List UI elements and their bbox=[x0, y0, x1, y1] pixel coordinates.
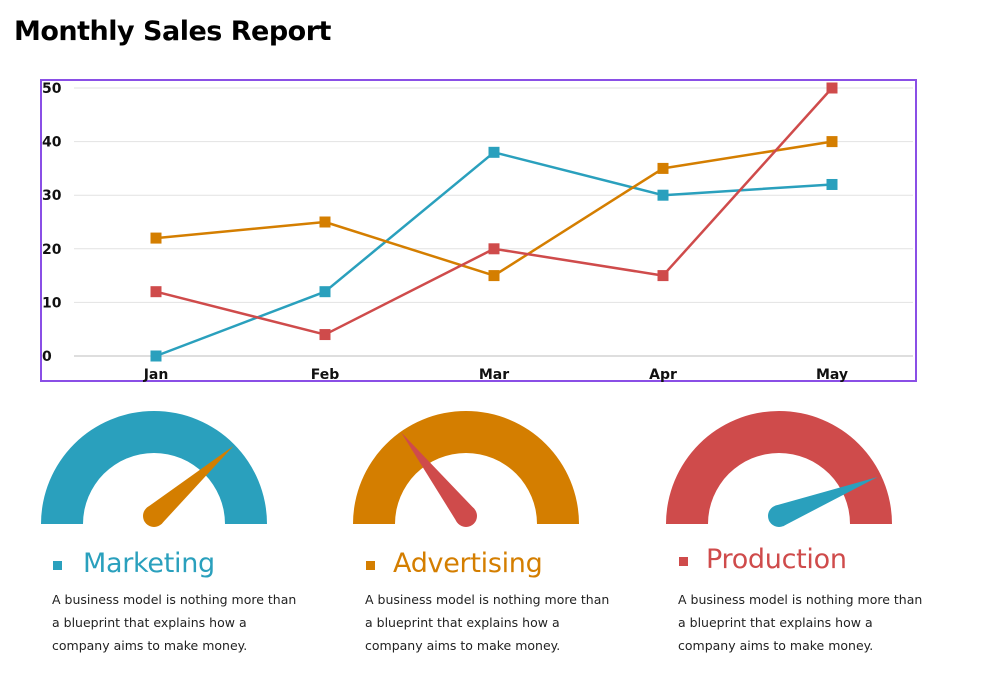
marketing-description: A business model is nothing more than a … bbox=[52, 592, 297, 653]
series-2-point bbox=[657, 270, 669, 282]
section-marketing: Marketing A business model is nothing mo… bbox=[52, 548, 332, 657]
production-bullet-icon bbox=[679, 557, 688, 566]
gauge-needle-hub bbox=[143, 505, 165, 527]
series-1-point bbox=[826, 136, 838, 148]
line-chart: 0 10 20 30 40 50 Jan Feb Mar Apr May bbox=[40, 79, 917, 383]
gauge-arc bbox=[41, 411, 267, 524]
y-tick-label: 10 bbox=[42, 295, 62, 311]
y-tick-label: 20 bbox=[42, 242, 62, 258]
gauge-marketing bbox=[34, 405, 274, 530]
section-production: Production A business model is nothing m… bbox=[678, 544, 958, 657]
advertising-description: A business model is nothing more than a … bbox=[365, 592, 610, 653]
gauge-needle-hub bbox=[455, 505, 477, 527]
series-2-point bbox=[319, 329, 331, 341]
series-1-point bbox=[657, 162, 669, 174]
y-tick-label: 50 bbox=[42, 81, 62, 97]
series-0-point bbox=[657, 189, 669, 201]
section-advertising: Advertising A business model is nothing … bbox=[365, 548, 645, 657]
y-tick-label: 40 bbox=[42, 135, 62, 151]
x-tick-label: May bbox=[816, 367, 848, 383]
series-0-point bbox=[826, 178, 838, 190]
production-title: Production bbox=[706, 544, 847, 575]
series-0-point bbox=[150, 350, 162, 362]
advertising-bullet-icon bbox=[366, 561, 375, 570]
gauge-arc bbox=[353, 411, 579, 524]
series-0-point bbox=[488, 146, 500, 158]
x-tick-label: Mar bbox=[479, 367, 509, 383]
gauge-advertising-svg bbox=[353, 411, 579, 527]
gauge-production bbox=[659, 405, 899, 530]
series-0-point bbox=[319, 286, 331, 298]
series-2-point bbox=[488, 243, 500, 255]
series-2-point bbox=[826, 82, 838, 94]
gauge-needle bbox=[401, 432, 475, 523]
x-tick-label: Feb bbox=[311, 367, 340, 383]
advertising-title: Advertising bbox=[393, 548, 543, 579]
gauge-marketing-svg bbox=[41, 411, 267, 527]
series-2-point bbox=[150, 286, 162, 298]
gauge-advertising bbox=[346, 405, 586, 530]
gauge-arc bbox=[666, 411, 892, 524]
y-tick-label: 0 bbox=[42, 349, 52, 365]
production-description: A business model is nothing more than a … bbox=[678, 592, 923, 653]
gauge-needle-hub bbox=[768, 505, 790, 527]
page-title: Monthly Sales Report bbox=[14, 16, 331, 47]
gauge-production-svg bbox=[666, 411, 892, 527]
x-tick-label: Jan bbox=[143, 367, 169, 383]
marketing-bullet-icon bbox=[53, 561, 62, 570]
marketing-title: Marketing bbox=[83, 548, 215, 579]
chart-frame bbox=[40, 79, 917, 382]
gauge-needle bbox=[774, 476, 878, 527]
y-tick-label: 30 bbox=[42, 188, 62, 204]
series-1-point bbox=[150, 232, 162, 244]
gauge-needle bbox=[146, 445, 234, 525]
series-1-point bbox=[488, 270, 500, 282]
series-1-point bbox=[319, 216, 331, 228]
x-tick-label: Apr bbox=[649, 367, 677, 383]
